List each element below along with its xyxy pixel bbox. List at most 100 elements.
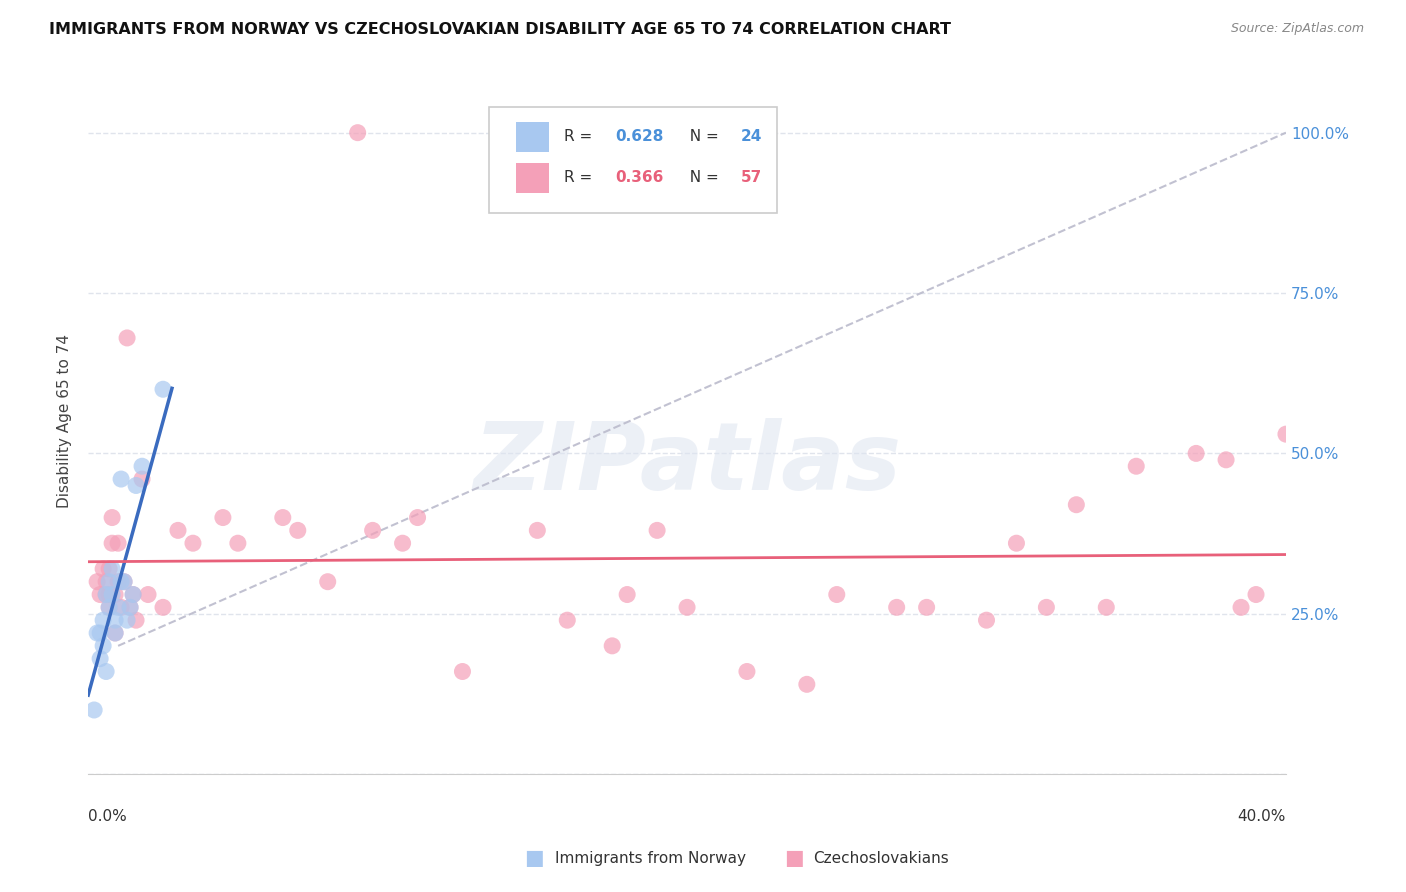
Point: [98, 600, 121, 615]
Point: [120, 600, 142, 615]
Point: [616, 588, 638, 602]
Point: [976, 613, 998, 627]
Text: Immigrants from Norway: Immigrants from Norway: [555, 851, 747, 865]
Text: 0.0%: 0.0%: [89, 809, 127, 824]
Point: [89, 588, 111, 602]
Point: [125, 613, 148, 627]
Point: [120, 600, 142, 615]
Point: [915, 600, 938, 615]
Point: [91, 613, 114, 627]
Point: [89, 626, 111, 640]
Point: [104, 613, 127, 627]
FancyBboxPatch shape: [516, 122, 550, 152]
Point: [107, 536, 129, 550]
Point: [391, 536, 413, 550]
Point: [131, 472, 153, 486]
Point: [107, 600, 129, 615]
Point: [89, 651, 111, 665]
Point: [98, 562, 121, 576]
Point: [136, 588, 159, 602]
Point: [115, 613, 138, 627]
Point: [110, 472, 132, 486]
Text: 57: 57: [741, 170, 762, 186]
Point: [91, 639, 114, 653]
Text: ■: ■: [524, 848, 544, 868]
Point: [94, 574, 117, 589]
Point: [226, 536, 249, 550]
Point: [676, 600, 699, 615]
Point: [316, 574, 339, 589]
Point: [122, 588, 145, 602]
Point: [98, 574, 121, 589]
Point: [271, 510, 294, 524]
Text: Source: ZipAtlas.com: Source: ZipAtlas.com: [1230, 22, 1364, 36]
Point: [451, 665, 474, 679]
Point: [1125, 459, 1147, 474]
Point: [152, 382, 174, 396]
Point: [101, 536, 124, 550]
Point: [104, 626, 127, 640]
Point: [1275, 427, 1298, 442]
FancyBboxPatch shape: [489, 107, 778, 213]
Point: [91, 562, 114, 576]
Point: [125, 478, 148, 492]
Point: [1095, 600, 1118, 615]
Point: [212, 510, 235, 524]
Point: [1066, 498, 1088, 512]
Point: [110, 574, 132, 589]
Point: [555, 613, 578, 627]
Point: [122, 588, 145, 602]
Point: [98, 588, 121, 602]
Point: [112, 574, 135, 589]
Point: [886, 600, 908, 615]
Text: N =: N =: [681, 129, 724, 145]
Point: [1230, 600, 1253, 615]
Point: [86, 626, 108, 640]
Point: [1244, 588, 1267, 602]
Point: [131, 459, 153, 474]
Text: 0.628: 0.628: [616, 129, 664, 145]
Point: [104, 626, 127, 640]
FancyBboxPatch shape: [516, 163, 550, 193]
Point: [825, 588, 848, 602]
Point: [361, 524, 384, 538]
Point: [86, 574, 108, 589]
Point: [645, 524, 668, 538]
Point: [98, 600, 121, 615]
Point: [406, 510, 429, 524]
Point: [152, 600, 174, 615]
Point: [287, 524, 309, 538]
Point: [83, 703, 105, 717]
Point: [1035, 600, 1057, 615]
Point: [94, 665, 117, 679]
Text: 40.0%: 40.0%: [1237, 809, 1286, 824]
Text: 0.366: 0.366: [616, 170, 664, 186]
Point: [115, 331, 138, 345]
Point: [346, 126, 368, 140]
Point: [104, 588, 127, 602]
Point: [107, 574, 129, 589]
Point: [101, 588, 124, 602]
Point: [735, 665, 758, 679]
Point: [112, 574, 135, 589]
Point: [101, 510, 124, 524]
Text: ZIPatlas: ZIPatlas: [472, 417, 901, 509]
Text: ■: ■: [785, 848, 804, 868]
Point: [181, 536, 204, 550]
Text: IMMIGRANTS FROM NORWAY VS CZECHOSLOVAKIAN DISABILITY AGE 65 TO 74 CORRELATION CH: IMMIGRANTS FROM NORWAY VS CZECHOSLOVAKIA…: [49, 22, 952, 37]
Point: [1185, 446, 1208, 460]
Text: R =: R =: [564, 129, 596, 145]
Y-axis label: Disability Age 65 to 74: Disability Age 65 to 74: [58, 334, 72, 508]
Point: [94, 588, 117, 602]
Text: R =: R =: [564, 170, 596, 186]
Text: 24: 24: [741, 129, 762, 145]
Point: [526, 524, 548, 538]
Point: [101, 562, 124, 576]
Text: N =: N =: [681, 170, 724, 186]
Text: Czechoslovakians: Czechoslovakians: [813, 851, 949, 865]
Point: [796, 677, 818, 691]
Point: [94, 588, 117, 602]
Point: [110, 600, 132, 615]
Point: [167, 524, 190, 538]
Point: [1215, 452, 1237, 467]
